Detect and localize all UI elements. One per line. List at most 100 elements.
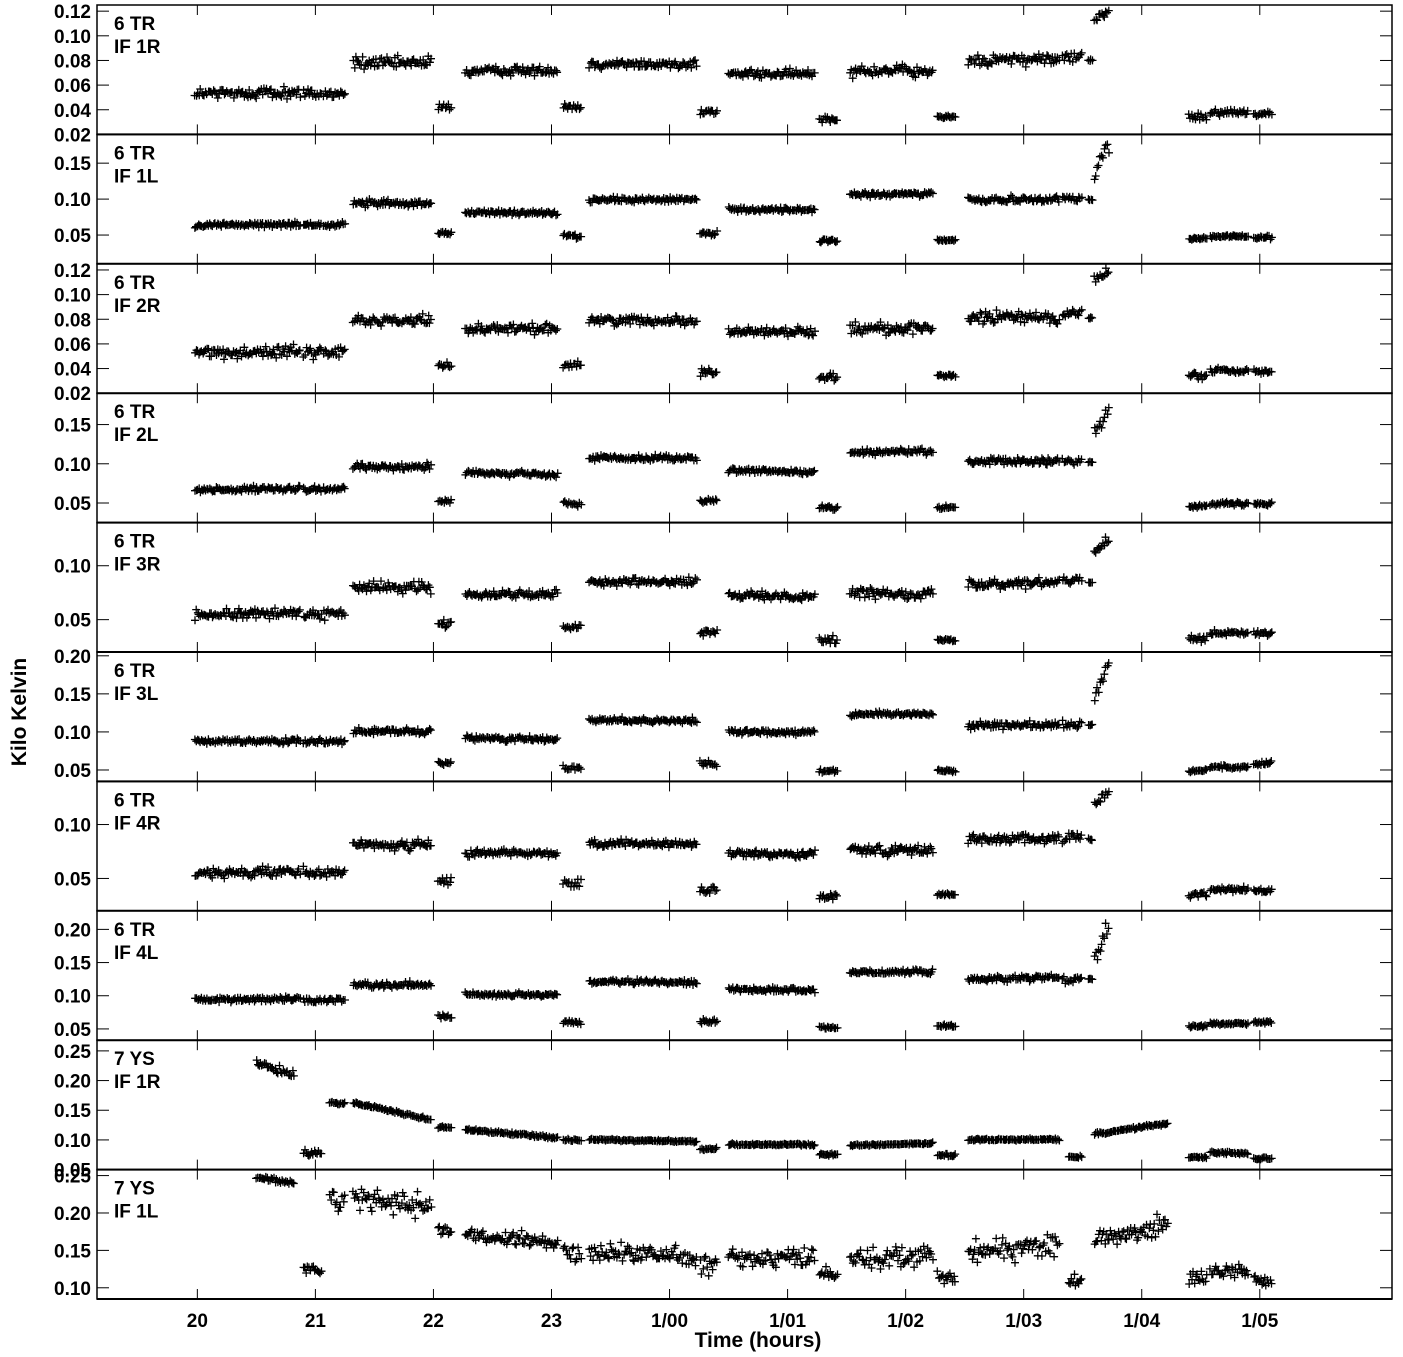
point-cluster <box>724 64 819 82</box>
panel-station-label: 6 TR <box>114 920 155 941</box>
x-tick-label: 1/05 <box>1241 1311 1278 1332</box>
y-tick-label: 0.10 <box>54 190 91 211</box>
point-cluster <box>933 765 960 777</box>
point-cluster <box>559 357 585 372</box>
x-tick-label: 1/03 <box>1005 1311 1042 1332</box>
y-tick-label: 0.02 <box>54 125 91 146</box>
point-cluster <box>1249 627 1276 640</box>
point-cluster <box>1185 1021 1211 1032</box>
panel-band-label: IF 3L <box>114 684 159 705</box>
y-tick-label: 0.10 <box>54 987 91 1008</box>
point-cluster <box>1058 48 1086 66</box>
point-cluster <box>1250 365 1276 378</box>
point-cluster <box>815 112 841 127</box>
panel-band-label: IF 2L <box>114 425 159 446</box>
data-points <box>252 1056 1276 1164</box>
point-cluster <box>559 497 586 511</box>
y-tick-label: 0.15 <box>54 154 91 175</box>
point-cluster <box>325 1097 349 1109</box>
x-tick-label: 1/01 <box>769 1311 806 1332</box>
panel-station-label: 6 TR <box>114 273 155 294</box>
point-cluster <box>349 1098 435 1124</box>
panel-band-label: IF 1R <box>114 37 161 58</box>
y-tick-label: 0.08 <box>54 310 91 331</box>
point-cluster <box>724 203 819 217</box>
point-cluster <box>1250 1271 1276 1290</box>
point-cluster <box>585 1134 701 1147</box>
point-cluster <box>191 604 304 625</box>
point-cluster <box>933 111 960 123</box>
point-cluster <box>1184 368 1211 384</box>
point-cluster <box>815 1149 842 1160</box>
point-cluster <box>559 761 585 774</box>
y-tick-label: 0.05 <box>54 761 91 782</box>
point-cluster <box>190 734 305 749</box>
point-cluster <box>845 965 937 979</box>
point-cluster <box>933 1267 959 1288</box>
y-tick-label: 0.25 <box>54 1042 91 1063</box>
point-cluster <box>299 862 326 881</box>
panel-station-label: 7 YS <box>114 1179 155 1200</box>
point-cluster <box>846 60 937 83</box>
point-cluster <box>1206 882 1252 897</box>
point-cluster <box>461 62 562 80</box>
point-cluster <box>933 1020 960 1031</box>
point-cluster <box>585 56 701 73</box>
point-cluster <box>696 882 721 897</box>
y-tick-label: 0.10 <box>54 1131 91 1152</box>
point-cluster <box>1064 1270 1086 1290</box>
point-cluster <box>815 235 842 247</box>
point-cluster <box>434 1010 456 1023</box>
point-cluster <box>724 464 819 479</box>
point-cluster <box>461 731 562 746</box>
x-axis-title: Time (hours) <box>695 1329 822 1352</box>
panel-band-label: IF 3R <box>114 555 161 576</box>
point-cluster <box>1249 1153 1276 1164</box>
panel-station-label: 6 TR <box>114 402 155 423</box>
point-cluster <box>1249 107 1276 121</box>
point-cluster <box>461 1124 562 1143</box>
y-tick-label: 0.04 <box>54 101 91 122</box>
point-cluster <box>964 453 1064 469</box>
point-cluster <box>585 450 701 465</box>
point-cluster <box>1249 757 1276 770</box>
point-cluster <box>461 845 562 861</box>
point-cluster <box>1185 500 1211 512</box>
data-points <box>190 140 1276 247</box>
y-tick-label: 0.08 <box>54 51 91 72</box>
point-cluster <box>585 573 701 590</box>
point-cluster <box>1205 1260 1252 1282</box>
point-cluster <box>1249 884 1276 897</box>
point-cluster <box>319 865 349 881</box>
point-cluster <box>585 975 701 989</box>
point-cluster <box>434 615 456 632</box>
data-points <box>190 6 1276 127</box>
point-cluster <box>815 1262 842 1282</box>
point-cluster <box>846 841 937 861</box>
panel-band-label: IF 2R <box>114 296 161 317</box>
point-cluster <box>252 1056 298 1081</box>
point-cluster <box>348 309 435 330</box>
point-cluster <box>434 1122 456 1133</box>
point-cluster <box>1084 55 1097 65</box>
point-cluster <box>319 87 349 102</box>
point-cluster <box>1185 233 1211 244</box>
point-cluster <box>1058 454 1086 469</box>
y-tick-label: 0.10 <box>54 1279 91 1300</box>
point-cluster <box>815 1022 842 1033</box>
point-cluster <box>325 1187 349 1216</box>
point-cluster <box>461 585 562 602</box>
point-cluster <box>815 369 842 385</box>
point-cluster <box>845 584 937 604</box>
y-tick-label: 0.12 <box>54 2 91 23</box>
point-cluster <box>319 994 349 1007</box>
y-axis-title: Kilo Kelvin <box>8 658 31 767</box>
point-cluster <box>319 343 349 361</box>
y-tick-label: 0.15 <box>54 954 91 975</box>
point-cluster <box>585 312 701 330</box>
point-cluster <box>1058 829 1086 848</box>
point-cluster <box>695 756 721 771</box>
point-cluster <box>815 765 842 777</box>
point-cluster <box>299 482 325 496</box>
